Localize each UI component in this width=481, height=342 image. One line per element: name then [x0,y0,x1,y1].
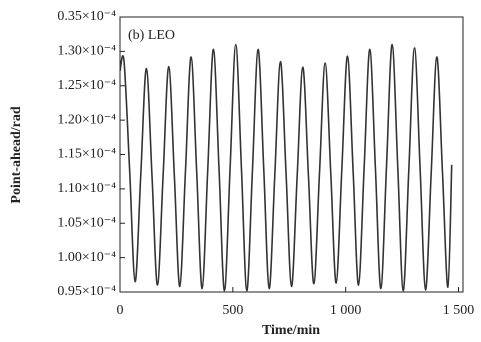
plot-frame [119,16,464,293]
y-tick-label: 1.20×10⁻⁴ [57,112,116,127]
annotation: (b) LEO [128,28,175,43]
y-tick-label: 1.10×10⁻⁴ [57,181,116,196]
y-tick-label: 1.05×10⁻⁴ [57,215,116,230]
x-tick-label: 1 000 [330,303,362,318]
x-axis-label: Time/min [262,323,320,338]
data-line [119,43,453,292]
x-tick-label: 500 [222,303,243,318]
y-tick-label: 0.35×10⁻⁴ [57,9,116,24]
x-tick-label: 0 [117,303,124,318]
y-tick-label: 1.30×10⁻⁴ [57,44,116,59]
y-axis-label: Point-ahead/rad [9,106,24,203]
y-tick-label: 1.00×10⁻⁴ [57,250,116,265]
x-tick-label: 1 500 [443,303,475,318]
y-tick-label: 0.95×10⁻⁴ [57,284,116,299]
y-tick-label: 1.15×10⁻⁴ [57,147,116,162]
y-tick-label: 1.25×10⁻⁴ [57,78,116,93]
